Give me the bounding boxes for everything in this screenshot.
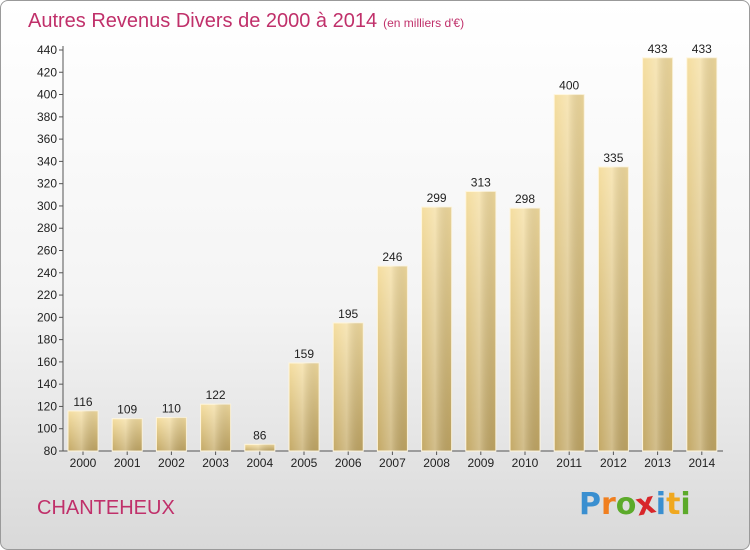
value-label: 433 <box>648 42 668 56</box>
x-tick-label: 2004 <box>246 456 273 470</box>
bar-2005 <box>288 362 320 452</box>
bar-2002 <box>155 417 187 452</box>
value-label: 313 <box>471 175 491 189</box>
y-tick-label: 260 <box>37 244 57 258</box>
location-name: CHANTEHEUX <box>37 497 175 519</box>
bar-shine <box>200 404 231 451</box>
value-label: 400 <box>559 79 579 93</box>
value-labels: 116 109 110 122 86 159 195 246 299 313 298 400 335 43… <box>73 42 712 443</box>
y-tick-label: 320 <box>37 177 57 191</box>
value-label: 246 <box>382 250 402 264</box>
bar-shine <box>289 363 319 451</box>
value-label: 195 <box>338 307 358 321</box>
bar-2011 <box>553 94 585 452</box>
bar-2004 <box>244 443 276 452</box>
bar-shine <box>68 410 98 451</box>
bar-2003 <box>200 403 232 452</box>
y-tick-label: 420 <box>37 65 57 79</box>
y-tick-label: 140 <box>37 377 57 391</box>
x-tick-label: 2008 <box>423 456 450 470</box>
x-tick-label: 2005 <box>291 456 318 470</box>
chart-title: Autres Revenus Divers de 2000 à 2014 (en … <box>28 10 465 32</box>
logo-letter: P <box>579 487 601 522</box>
x-tick-label: 2010 <box>512 456 539 470</box>
logo-letter: i <box>655 487 667 522</box>
y-tick-label: 340 <box>37 154 57 168</box>
x-tick-label: 2000 <box>70 456 97 470</box>
x-tick-label: 2002 <box>158 456 185 470</box>
value-label: 110 <box>162 402 181 416</box>
proxiti-logo: Proxiti <box>579 485 691 523</box>
value-label: 299 <box>427 191 447 205</box>
chart-subtitle: (en milliers d'€) <box>383 16 465 30</box>
bar-2010 <box>509 207 541 452</box>
x-tick-label: 2014 <box>688 456 715 470</box>
logo-letter: o <box>615 487 637 522</box>
y-tick-label: 360 <box>37 132 57 146</box>
bar-shine <box>554 94 585 452</box>
x-tick-label: 2009 <box>467 456 494 470</box>
bar-2012 <box>597 166 629 452</box>
x-tick-label: 2001 <box>114 456 141 470</box>
bar-shine <box>642 57 673 452</box>
bar-2008 <box>421 206 453 452</box>
bar-shine <box>244 444 275 451</box>
bar-shine <box>686 57 717 452</box>
value-label: 86 <box>253 428 267 442</box>
y-tick-label: 80 <box>44 444 58 458</box>
bar-2000 <box>67 410 99 452</box>
y-tick-label: 160 <box>37 355 57 369</box>
value-label: 159 <box>294 347 314 361</box>
bar-2006 <box>332 322 364 452</box>
bar-2014 <box>686 57 718 452</box>
x-tick-label: 2012 <box>600 456 627 470</box>
bar-shine <box>598 166 629 452</box>
bar-shine <box>112 418 143 451</box>
bar-shine <box>333 322 364 451</box>
x-tick-label: 2006 <box>335 456 362 470</box>
y-tick-label: 220 <box>37 288 57 302</box>
y-tick-label: 180 <box>37 333 57 347</box>
y-tick-label: 300 <box>37 199 57 213</box>
bars <box>67 57 718 452</box>
y-tick-label: 120 <box>37 399 57 413</box>
bar-2013 <box>642 57 674 452</box>
bar-2001 <box>111 418 143 452</box>
y-tick-label: 200 <box>37 310 57 324</box>
bar-2009 <box>465 190 497 452</box>
value-label: 116 <box>73 395 92 409</box>
bar-shine <box>510 208 540 451</box>
y-tick-label: 240 <box>37 266 57 280</box>
y-tick-label: 280 <box>37 221 57 235</box>
logo-letter: r <box>601 487 616 522</box>
y-tick-label: 100 <box>37 422 57 436</box>
bar-shine <box>421 207 452 451</box>
x-tick-label: 2007 <box>379 456 406 470</box>
x-tick-label: 2003 <box>202 456 229 470</box>
y-tick-label: 400 <box>37 88 57 102</box>
bar-shine <box>377 266 408 451</box>
value-label: 335 <box>603 151 623 165</box>
value-label: 122 <box>206 388 226 402</box>
logo-letter: t <box>666 487 681 522</box>
y-tick-label: 440 <box>37 43 57 57</box>
value-label: 433 <box>692 42 712 56</box>
bar-shine <box>465 191 496 452</box>
value-label: 298 <box>515 192 535 206</box>
x-tick-label: 2013 <box>644 456 671 470</box>
bar-2007 <box>376 265 408 452</box>
y-tick-label: 380 <box>37 110 57 124</box>
logo-letter: i <box>680 487 691 522</box>
bar-shine <box>156 417 187 451</box>
x-tick-label: 2011 <box>556 456 582 470</box>
value-label: 109 <box>117 403 137 417</box>
